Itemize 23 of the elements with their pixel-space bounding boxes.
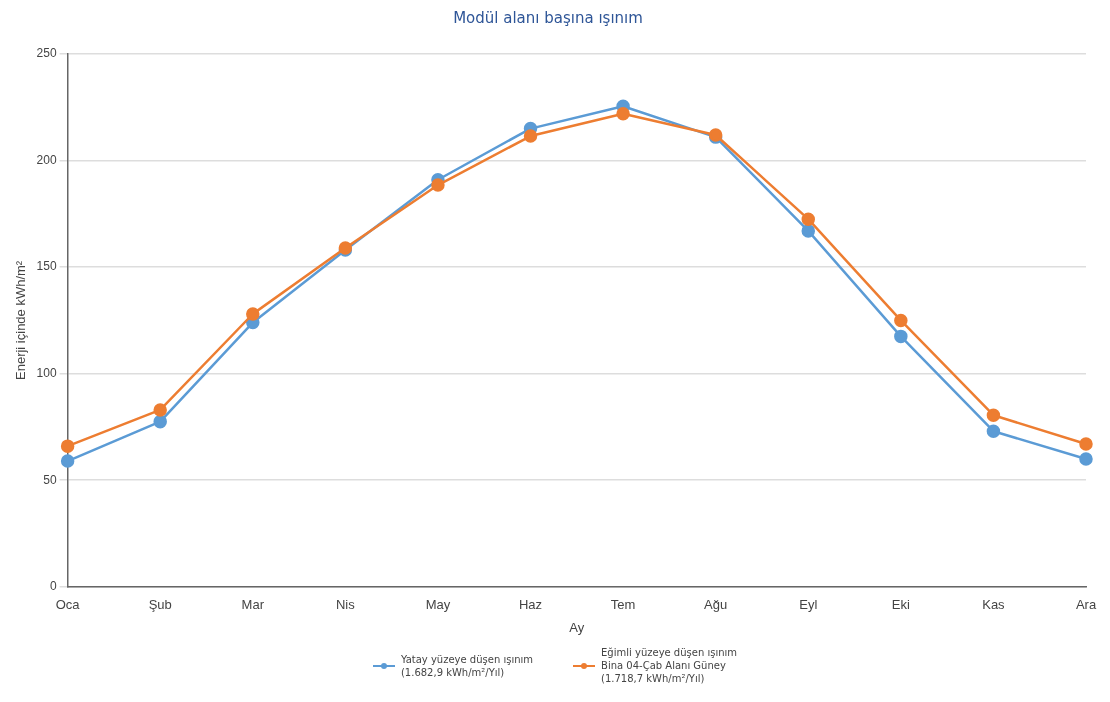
chart-title: Modül alanı başına ışınım bbox=[453, 8, 643, 27]
x-tick-label: Tem bbox=[610, 597, 636, 613]
x-tick-label: Kas bbox=[982, 597, 1006, 613]
legend-label: Yatay yüzeye düşen ışınım (1.682,9 kWh/m²/Yıl) bbox=[400, 652, 534, 679]
legend-label: Eğimli yüzeye düşen ışınım Bina 04-Çab Alanı Güney (1.718,7 kWh/m²/Yıl) bbox=[601, 646, 738, 685]
x-tick-label: Nis bbox=[335, 597, 356, 613]
x-tick-label: Haz bbox=[518, 597, 543, 613]
y-tick-label: 200 bbox=[36, 152, 57, 167]
x-tick-label: Mar bbox=[241, 597, 265, 613]
y-tick-label: 150 bbox=[36, 259, 57, 274]
y-tick-label: 0 bbox=[49, 579, 57, 594]
y-tick-label: 50 bbox=[43, 472, 57, 487]
y-tick-label: 100 bbox=[36, 365, 57, 380]
x-tick-label: May bbox=[425, 597, 451, 613]
y-tick-label: 250 bbox=[36, 46, 57, 61]
x-tick-label: Eki bbox=[891, 597, 910, 613]
x-tick-label: Şub bbox=[148, 597, 172, 613]
x-axis-title: Ay bbox=[569, 619, 585, 635]
y-axis-title: Enerji içinde kWh/m² bbox=[13, 260, 29, 380]
x-tick-label: Oca bbox=[55, 597, 81, 613]
x-tick-label: Ara bbox=[1075, 597, 1097, 613]
x-tick-label: Ağu bbox=[704, 597, 728, 613]
x-tick-label: Eyl bbox=[799, 597, 818, 613]
